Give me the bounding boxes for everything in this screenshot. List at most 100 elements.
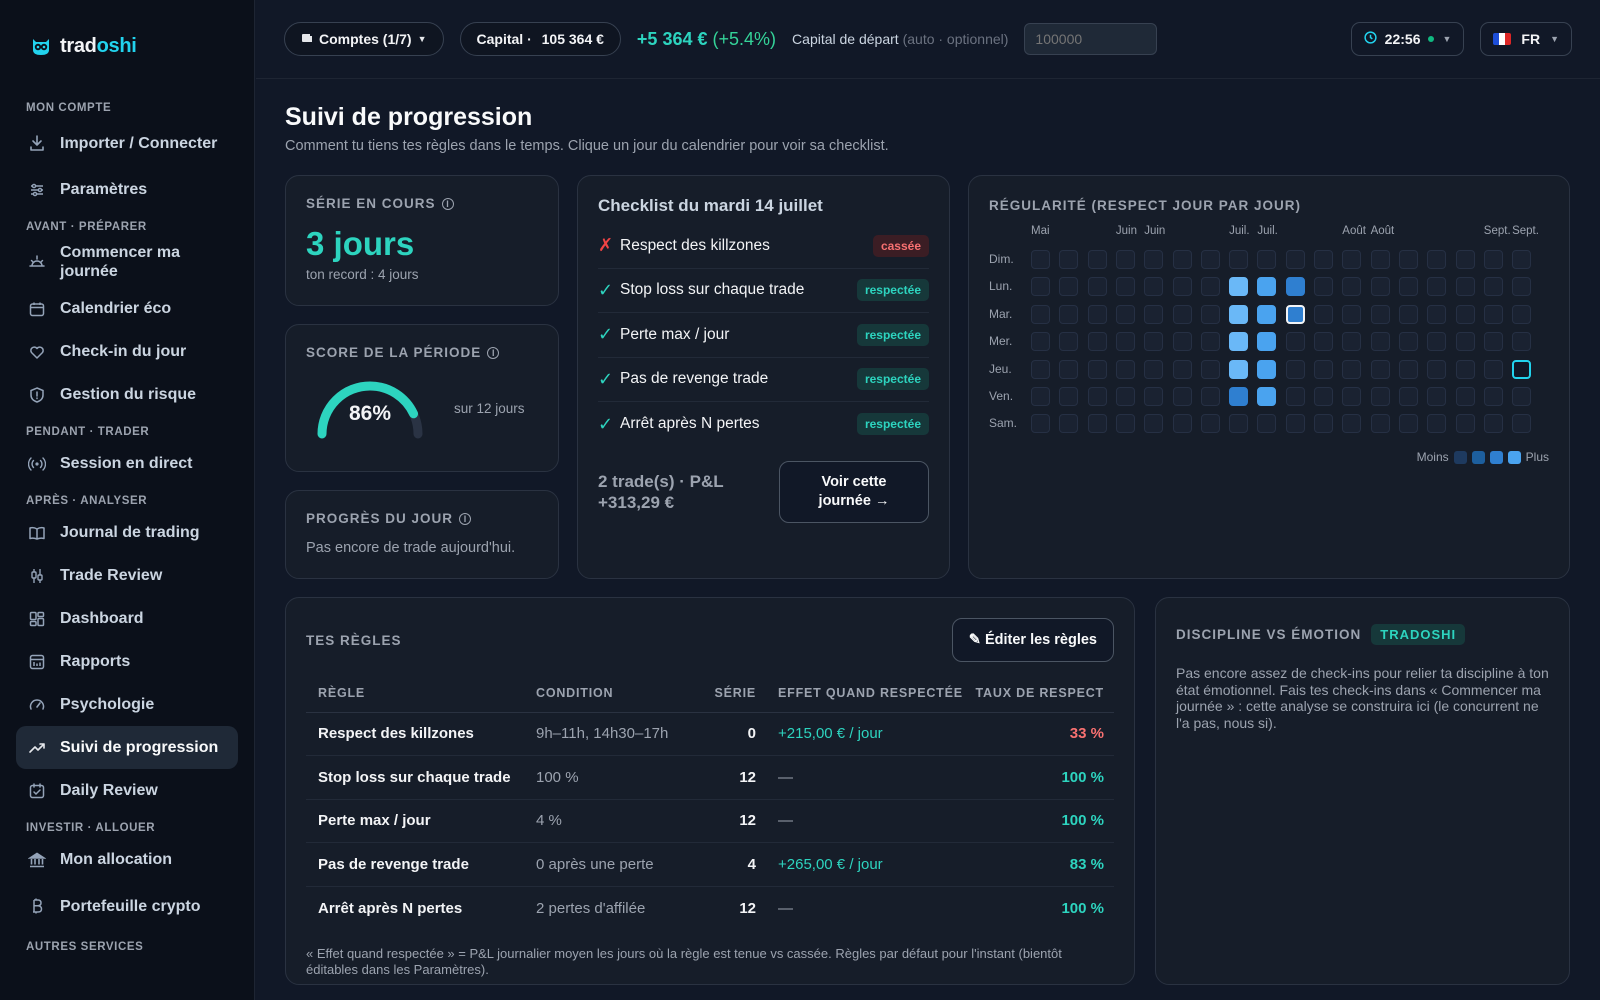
heatmap-day-cell[interactable] <box>1455 414 1475 434</box>
heatmap-day-cell[interactable] <box>1455 277 1475 297</box>
heatmap-day-cell[interactable] <box>1455 359 1475 379</box>
heatmap-day-cell[interactable] <box>1455 250 1475 269</box>
sidebar-item-trade-review[interactable]: Trade Review <box>16 554 238 597</box>
heatmap-day-cell[interactable] <box>1031 359 1050 379</box>
heatmap-day-cell[interactable] <box>1314 359 1333 379</box>
heatmap-day-cell[interactable] <box>1483 359 1503 379</box>
heatmap-day-cell[interactable] <box>1115 250 1135 269</box>
heatmap-day-cell[interactable] <box>1115 414 1135 434</box>
heatmap-day-cell[interactable] <box>1483 304 1503 324</box>
info-icon[interactable]: i <box>487 346 500 359</box>
heatmap-day-cell[interactable] <box>1314 387 1333 406</box>
heatmap-day-cell[interactable] <box>1229 332 1249 352</box>
heatmap-day-cell[interactable] <box>1087 304 1107 324</box>
heatmap-day-cell[interactable] <box>1257 332 1277 352</box>
edit-rules-button[interactable]: ✎ Éditer les règles <box>951 618 1114 662</box>
heatmap-day-cell[interactable] <box>1031 332 1050 352</box>
sidebar-item-journal-de-trading[interactable]: Journal de trading <box>16 511 238 554</box>
sidebar-item-parametres[interactable]: Paramètres <box>16 168 238 211</box>
heatmap-day-cell[interactable] <box>1257 277 1277 297</box>
info-icon[interactable]: i <box>441 197 454 210</box>
heatmap-day-cell[interactable] <box>1172 332 1192 352</box>
sidebar-item-calendrier-eco[interactable]: Calendrier éco <box>16 287 238 330</box>
heatmap-day-cell[interactable] <box>1200 359 1220 379</box>
heatmap-day-cell[interactable] <box>1314 250 1333 269</box>
heatmap-day-cell[interactable] <box>1370 414 1390 434</box>
heatmap-day-cell[interactable] <box>1370 387 1390 406</box>
heatmap-day-cell[interactable] <box>1257 387 1277 406</box>
heatmap-day-cell[interactable] <box>1144 387 1164 406</box>
app-logo[interactable]: tradoshi <box>16 0 238 92</box>
heatmap-day-cell[interactable] <box>1483 277 1503 297</box>
heatmap-day-cell[interactable] <box>1115 359 1135 379</box>
heatmap-day-cell[interactable] <box>1200 414 1220 434</box>
heatmap-day-cell[interactable] <box>1285 332 1305 352</box>
heatmap-day-cell[interactable] <box>1200 304 1220 324</box>
heatmap-day-cell[interactable] <box>1512 332 1532 352</box>
heatmap-day-cell[interactable] <box>1483 414 1503 434</box>
heatmap-day-cell[interactable] <box>1144 250 1164 269</box>
sidebar-item-importer-connecter[interactable]: Importer / Connecter <box>16 118 238 168</box>
heatmap-day-cell[interactable] <box>1115 277 1135 297</box>
heatmap-day-cell[interactable] <box>1342 277 1362 297</box>
heatmap-day-cell[interactable] <box>1115 304 1135 324</box>
heatmap-day-cell[interactable] <box>1087 359 1107 379</box>
heatmap-day-cell[interactable] <box>1059 250 1079 269</box>
heatmap-day-cell[interactable] <box>1398 277 1418 297</box>
sidebar-item-session-en-direct[interactable]: Session en direct <box>16 442 238 485</box>
heatmap-day-cell[interactable] <box>1455 304 1475 324</box>
heatmap-day-cell[interactable] <box>1342 304 1362 324</box>
heatmap-day-cell[interactable] <box>1059 304 1079 324</box>
heatmap-day-cell[interactable] <box>1087 387 1107 406</box>
heatmap-day-cell[interactable] <box>1483 332 1503 352</box>
heatmap-day-cell[interactable] <box>1059 332 1079 352</box>
accounts-selector[interactable]: Comptes (1/7) ▼ <box>284 22 444 56</box>
heatmap-day-cell[interactable] <box>1512 359 1532 379</box>
heatmap-day-cell[interactable] <box>1257 414 1277 434</box>
heatmap-day-cell[interactable] <box>1398 359 1418 379</box>
heatmap-day-cell[interactable] <box>1031 250 1050 269</box>
heatmap-day-cell[interactable] <box>1427 277 1447 297</box>
heatmap-day-cell[interactable] <box>1031 277 1050 297</box>
sidebar-item-gestion-du-risque[interactable]: Gestion du risque <box>16 373 238 416</box>
heatmap-day-cell[interactable] <box>1257 304 1277 324</box>
heatmap-day-cell[interactable] <box>1172 359 1192 379</box>
sidebar-item-mon-allocation[interactable]: Mon allocation <box>16 838 238 881</box>
heatmap-day-cell[interactable] <box>1370 304 1390 324</box>
heatmap-day-cell[interactable] <box>1031 414 1050 434</box>
heatmap-day-cell[interactable] <box>1144 304 1164 324</box>
heatmap-day-cell[interactable] <box>1370 277 1390 297</box>
heatmap-day-cell[interactable] <box>1115 332 1135 352</box>
sidebar-item-psychologie[interactable]: Psychologie <box>16 683 238 726</box>
heatmap-day-cell[interactable] <box>1342 250 1362 269</box>
sidebar-item-daily-review[interactable]: Daily Review <box>16 769 238 812</box>
heatmap-day-cell[interactable] <box>1370 359 1390 379</box>
clock-selector[interactable]: 22:56 ▼ <box>1350 22 1465 56</box>
heatmap-day-cell[interactable] <box>1087 414 1107 434</box>
heatmap-day-cell[interactable] <box>1059 359 1079 379</box>
sidebar-item-dashboard[interactable]: Dashboard <box>16 597 238 640</box>
sidebar-item-suivi-de-progression[interactable]: Suivi de progression <box>16 726 238 769</box>
heatmap-day-cell[interactable] <box>1172 414 1192 434</box>
heatmap-day-cell[interactable] <box>1031 304 1050 324</box>
heatmap-day-cell[interactable] <box>1455 387 1475 406</box>
heatmap-day-cell[interactable] <box>1427 332 1447 352</box>
heatmap-day-cell[interactable] <box>1229 387 1249 406</box>
heatmap-day-cell[interactable] <box>1512 277 1532 297</box>
heatmap-day-cell[interactable] <box>1229 359 1249 379</box>
heatmap-day-cell[interactable] <box>1370 250 1390 269</box>
heatmap-day-cell[interactable] <box>1427 250 1447 269</box>
sidebar-item-rapports[interactable]: Rapports <box>16 640 238 683</box>
heatmap-day-cell[interactable] <box>1200 387 1220 406</box>
heatmap-day-cell[interactable] <box>1087 277 1107 297</box>
heatmap-day-cell[interactable] <box>1172 387 1192 406</box>
view-day-button[interactable]: Voir cette journée → <box>779 460 929 523</box>
heatmap-day-cell[interactable] <box>1144 332 1164 352</box>
heatmap-day-cell[interactable] <box>1342 359 1362 379</box>
start-capital-input[interactable] <box>1024 23 1158 55</box>
heatmap-day-cell[interactable] <box>1087 250 1107 269</box>
heatmap-day-cell[interactable] <box>1229 304 1249 324</box>
sidebar-item-check-in-du-jour[interactable]: Check-in du jour <box>16 330 238 373</box>
heatmap-day-cell[interactable] <box>1257 359 1277 379</box>
heatmap-day-cell[interactable] <box>1285 250 1305 269</box>
